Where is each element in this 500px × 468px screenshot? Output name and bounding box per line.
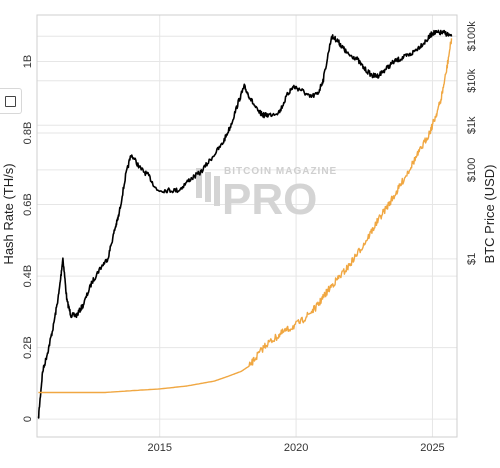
y-right-axis-title: BTC Price (USD) (482, 165, 497, 264)
watermark-big-text: PRO (222, 175, 317, 224)
x-axis-ticks: 2015 2020 2025 (147, 442, 444, 454)
y-left-tick-label-0: 0 (22, 416, 34, 422)
y-left-tick-label-1: 0.2B (22, 336, 34, 359)
y-left-tick-label-2: 0.4B (22, 265, 34, 288)
y-left-tick-label-5: 1B (22, 55, 34, 68)
series-layer (37, 29, 453, 419)
x-tick-label-1: 2020 (284, 442, 308, 454)
hash-rate-line (37, 29, 453, 419)
square-outline-icon (5, 95, 16, 107)
y-left-tick-label-4: 0.8B (22, 122, 34, 145)
grid (36, 14, 458, 438)
y-right-tick-label-1: $100 (466, 158, 478, 182)
chart-toggle-button[interactable] (0, 88, 22, 114)
y-right-tick-label-3: $10k (466, 68, 478, 92)
watermark-logo (196, 168, 220, 206)
left-axis-ticks: 0 0.2B 0.4B 0.6B 0.8B 1B (22, 55, 34, 422)
y-right-tick-label-0: $1 (466, 253, 478, 265)
y-right-tick-label-2: $1k (466, 116, 478, 134)
btc-price-line (38, 38, 453, 394)
y-left-axis-title: Hash Rate (TH/s) (1, 163, 16, 264)
watermark: BITCOIN MAGAZINE PRO (196, 166, 337, 224)
x-tick-label-2: 2025 (420, 442, 444, 454)
x-tick-label-0: 2015 (147, 442, 171, 454)
y-left-tick-label-3: 0.6B (22, 193, 34, 216)
plot-frame (36, 14, 458, 438)
y-right-tick-label-4: $100k (466, 21, 478, 51)
right-axis-ticks: $1 $100 $1k $10k $100k (466, 21, 478, 265)
watermark-small-text: BITCOIN MAGAZINE (224, 166, 337, 177)
